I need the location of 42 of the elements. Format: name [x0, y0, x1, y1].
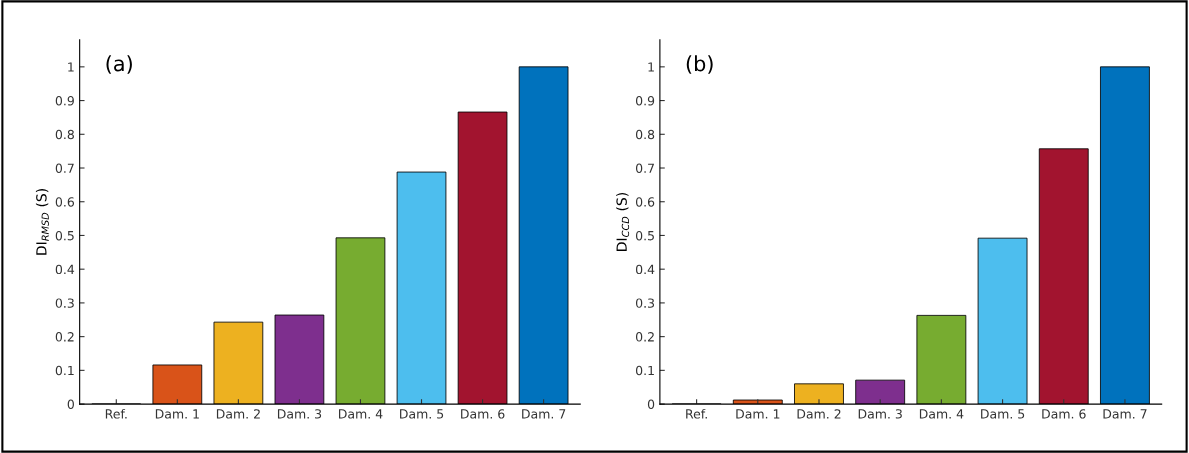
y-tick-label: 0.3 [635, 298, 655, 308]
annotation: (b) [686, 55, 713, 74]
y-axis-title: DI$_{RMSD}$ (S) [35, 189, 49, 255]
x-tick-label: Dam. 3 [858, 409, 902, 419]
y-tick-label: 0.5 [635, 230, 654, 241]
x-tick-label: Dam. 6 [461, 409, 505, 419]
y-tick-label: 0.4 [55, 264, 75, 275]
y-tick-label: 0.9 [635, 96, 655, 106]
y-tick-label: 0.6 [55, 197, 75, 207]
y-tick-label: 0.6 [635, 197, 655, 207]
x-tick-label: Dam. 1 [155, 409, 199, 419]
x-tick-label: Dam. 2 [797, 409, 841, 419]
x-tick-label: Dam. 4 [919, 409, 964, 419]
x-tick-label: Ref. [686, 408, 707, 419]
x-tick-label: Dam. 6 [1042, 409, 1086, 419]
y-tick-label: 0.7 [635, 163, 654, 173]
x-tick-label: Dam. 7 [1103, 409, 1147, 419]
y-tick-label: 0.5 [55, 230, 74, 241]
y-tick-label: 0.1 [635, 365, 654, 376]
x-tick-label: Dam. 7 [522, 409, 566, 419]
y-tick-label: 1 [68, 62, 74, 72]
y-tick-label: 1 [648, 62, 654, 72]
y-tick-label: 0 [647, 399, 655, 409]
x-tick-label: Dam. 1 [736, 409, 780, 419]
x-tick-label: Dam. 5 [981, 409, 1025, 419]
y-tick-label: 0.9 [55, 96, 74, 106]
y-tick-label: 0 [67, 399, 74, 409]
x-tick-label: Dam. 4 [339, 409, 383, 419]
y-tick-label: 0.2 [635, 332, 654, 342]
y-tick-label: 0.2 [55, 332, 74, 342]
annotation: (a) [106, 55, 132, 74]
y-axis-title: DI$_{CCD}$ (S) [616, 193, 630, 251]
y-tick-label: 0.1 [55, 365, 74, 376]
x-tick-label: Dam. 5 [400, 409, 444, 419]
x-tick-label: Dam. 2 [216, 409, 260, 419]
y-tick-label: 0.8 [635, 129, 655, 140]
y-tick-label: 0.3 [55, 298, 74, 308]
y-tick-label: 0.7 [55, 163, 74, 173]
y-tick-label: 0.8 [55, 129, 74, 140]
y-tick-label: 0.4 [635, 264, 655, 275]
x-tick-label: Dam. 3 [277, 409, 322, 419]
x-tick-label: Ref. [105, 408, 127, 419]
